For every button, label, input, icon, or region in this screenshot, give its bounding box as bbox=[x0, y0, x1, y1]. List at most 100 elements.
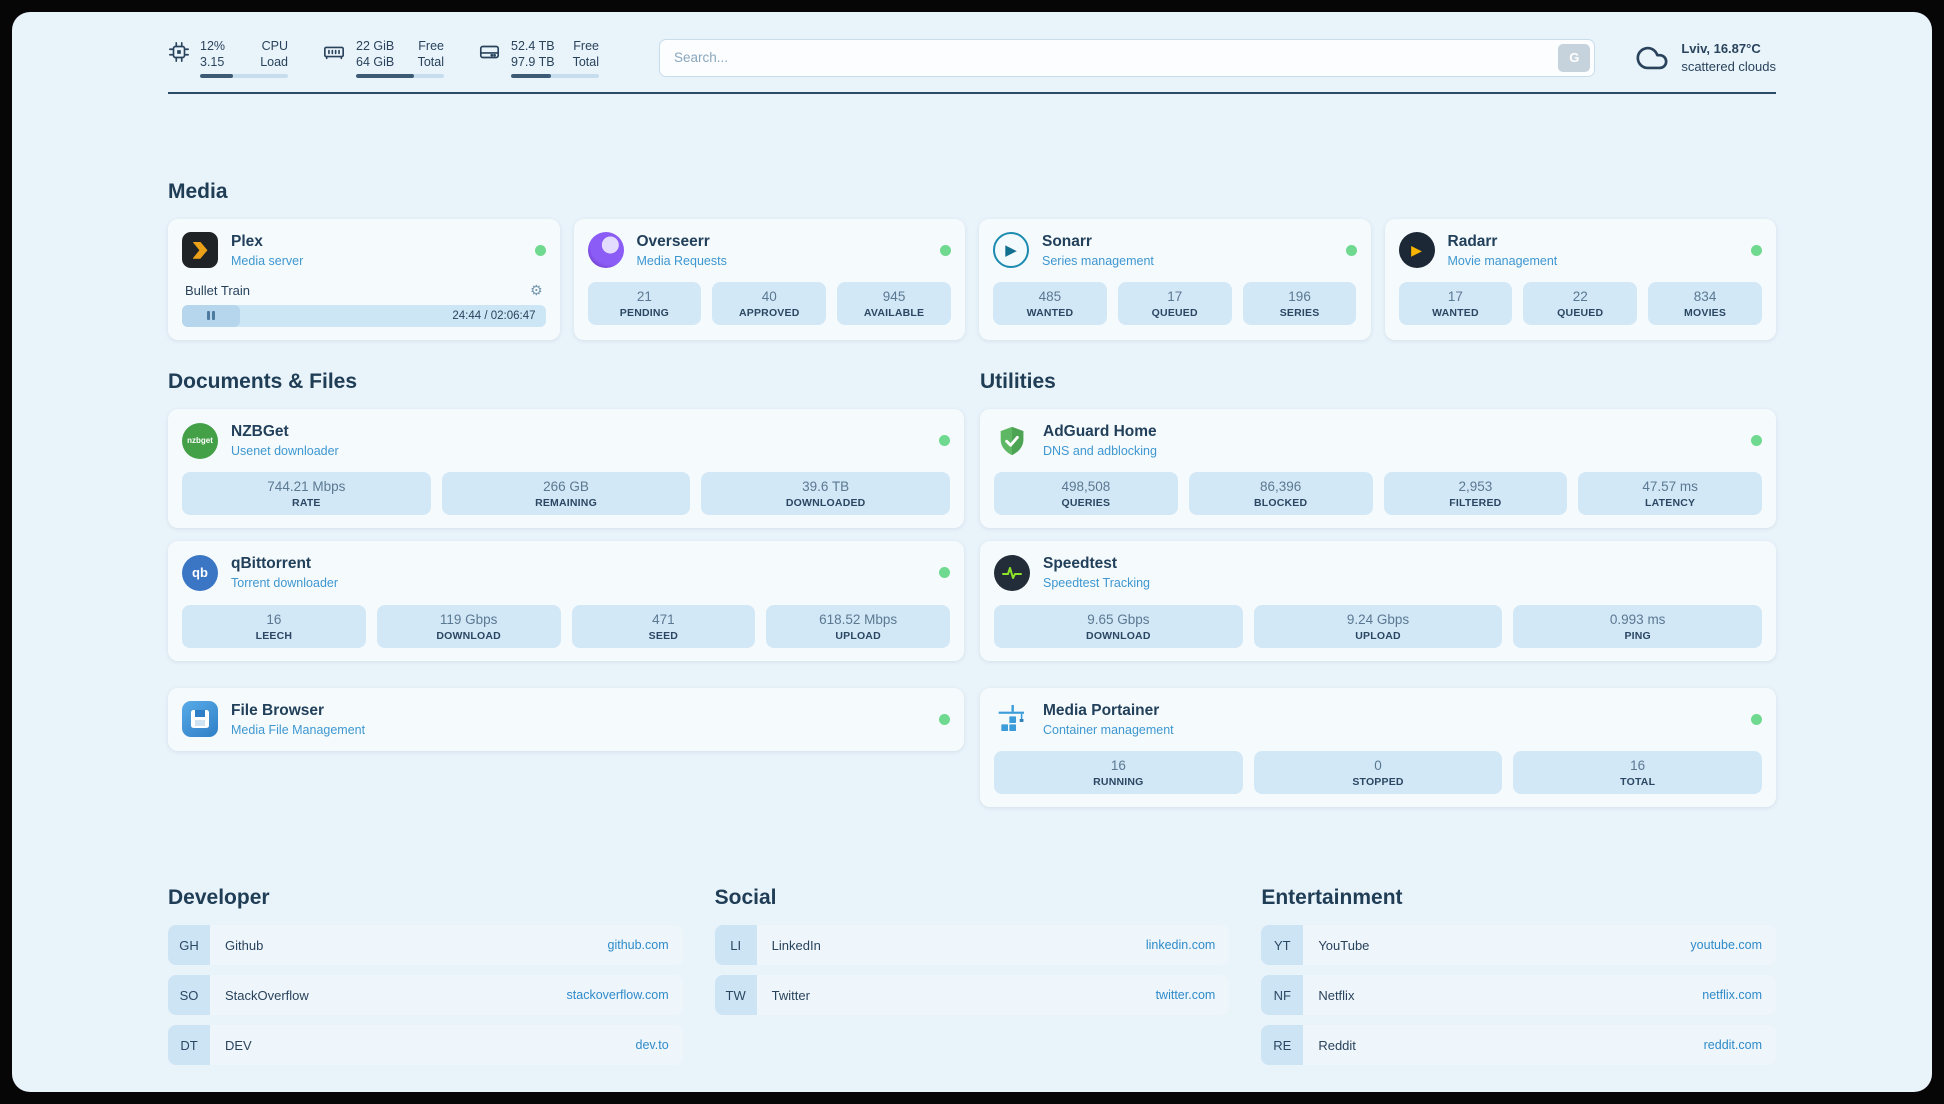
speedtest-link[interactable]: Speedtest Speedtest Tracking bbox=[994, 554, 1762, 591]
service-desc: Media server bbox=[231, 253, 304, 268]
stat-label: FILTERED bbox=[1449, 497, 1502, 510]
bookmark-linkedin[interactable]: LI LinkedIn linkedin.com bbox=[714, 925, 1230, 966]
stat-label: STOPPED bbox=[1352, 776, 1404, 789]
service-name: File Browser bbox=[231, 701, 325, 719]
stat-value: 266 GB bbox=[543, 479, 589, 495]
pause-button[interactable] bbox=[182, 304, 241, 327]
section-title-social: Social bbox=[714, 886, 777, 910]
bookmark-abbr: YT bbox=[1261, 925, 1304, 966]
stat-value: 618.52 Mbps bbox=[819, 611, 898, 627]
stat-box: 21 PENDING bbox=[587, 281, 702, 325]
service-desc: Movie management bbox=[1447, 253, 1558, 268]
service-name: NZBGet bbox=[231, 422, 289, 440]
stat-label: QUERIES bbox=[1061, 497, 1111, 510]
bookmark-abbr: NF bbox=[1261, 975, 1304, 1016]
bookmark-dev[interactable]: DT DEV dev.to bbox=[168, 1025, 683, 1066]
bookmark-twitter[interactable]: TW Twitter twitter.com bbox=[714, 975, 1230, 1016]
disk-free: 52.4 TB bbox=[511, 39, 555, 53]
cpu-progress-bar bbox=[200, 74, 288, 78]
bookmark-reddit[interactable]: RE Reddit reddit.com bbox=[1261, 1025, 1776, 1066]
stat-box: 16 TOTAL bbox=[1513, 751, 1763, 795]
service-name: Media Portainer bbox=[1043, 701, 1160, 719]
section-title-documents: Documents & Files bbox=[168, 369, 358, 393]
top-bar: 12% CPU 3.15 Load 22 GiB Free 64 GiB Total bbox=[168, 38, 1776, 78]
stat-value: 119 Gbps bbox=[439, 611, 498, 627]
stat-box: 834 MOVIES bbox=[1648, 281, 1762, 325]
bookmark-url: stackoverflow.com bbox=[566, 988, 669, 1003]
status-dot bbox=[1751, 435, 1762, 447]
radarr-icon: ▶ bbox=[1398, 232, 1435, 269]
service-desc: Media Requests bbox=[636, 253, 727, 268]
stat-box: 945 AVAILABLE bbox=[837, 281, 951, 325]
section-title-utilities: Utilities bbox=[980, 369, 1056, 393]
bookmark-stackoverflow[interactable]: SO StackOverflow stackoverflow.com bbox=[168, 975, 683, 1016]
service-desc: Speedtest Tracking bbox=[1043, 576, 1151, 591]
stat-value: 39.6 TB bbox=[802, 479, 850, 495]
cpu-load-label: Load bbox=[260, 55, 288, 69]
card-sonarr: ▶ Sonarr Series management 485 WANTED 17 Q… bbox=[979, 218, 1371, 340]
card-qbittorrent: qb qBittorrent Torrent downloader 16 LEEC… bbox=[168, 541, 964, 661]
stat-box: 485 WANTED bbox=[993, 281, 1107, 325]
bookmark-url: youtube.com bbox=[1690, 938, 1762, 953]
service-name: Speedtest bbox=[1043, 555, 1118, 573]
bookmark-github[interactable]: GH Github github.com bbox=[168, 925, 683, 966]
sonarr-link[interactable]: ▶ Sonarr Series management bbox=[993, 232, 1357, 269]
overseerr-icon bbox=[587, 232, 624, 269]
disk-total-label: Total bbox=[572, 55, 599, 69]
stat-label: RATE bbox=[292, 497, 321, 510]
stat-label: QUEUED bbox=[1557, 306, 1604, 319]
radarr-link[interactable]: ▶ Radarr Movie management bbox=[1398, 232, 1762, 269]
stat-box: 498,508 QUERIES bbox=[994, 472, 1178, 516]
adguard-link[interactable]: AdGuard Home DNS and adblocking bbox=[994, 422, 1762, 459]
nzbget-link[interactable]: nzbget NZBGet Usenet downloader bbox=[182, 422, 950, 459]
gear-icon[interactable]: ⚙ bbox=[529, 282, 543, 299]
service-desc: Torrent downloader bbox=[231, 576, 339, 591]
bookmark-url: twitter.com bbox=[1155, 988, 1216, 1003]
stat-value: 17 bbox=[1447, 288, 1463, 304]
service-desc: Usenet downloader bbox=[231, 444, 339, 459]
status-dot bbox=[939, 435, 950, 447]
bookmark-url: linkedin.com bbox=[1145, 938, 1216, 953]
bookmark-name: LinkedIn bbox=[771, 937, 821, 953]
memory-widget: 22 GiB Free 64 GiB Total bbox=[322, 38, 444, 78]
memory-total: 64 GiB bbox=[356, 55, 395, 69]
plex-link[interactable]: Plex Media server bbox=[182, 232, 546, 269]
bookmark-netflix[interactable]: NF Netflix netflix.com bbox=[1261, 975, 1776, 1016]
overseerr-link[interactable]: Overseerr Media Requests bbox=[587, 232, 951, 269]
service-desc: Series management bbox=[1042, 253, 1154, 268]
stat-box: 47.57 ms LATENCY bbox=[1578, 472, 1762, 516]
stat-box: 0 STOPPED bbox=[1253, 751, 1503, 795]
disk-progress-bar bbox=[511, 74, 599, 78]
bookmark-youtube[interactable]: YT YouTube youtube.com bbox=[1261, 925, 1776, 966]
stat-value: 0 bbox=[1374, 758, 1382, 774]
stat-box: 119 Gbps DOWNLOAD bbox=[376, 604, 561, 648]
bookmark-name: Twitter bbox=[771, 987, 810, 1003]
service-desc: Container management bbox=[1043, 722, 1174, 737]
header-divider bbox=[168, 91, 1776, 94]
stat-box: 16 RUNNING bbox=[994, 751, 1243, 795]
stat-label: QUEUED bbox=[1151, 306, 1198, 319]
stat-value: 498,508 bbox=[1061, 479, 1111, 495]
search-input[interactable] bbox=[659, 38, 1596, 77]
weather-location: Lviv, 16.87°C bbox=[1681, 41, 1761, 57]
bookmark-name: DEV bbox=[225, 1037, 252, 1053]
stat-label: RUNNING bbox=[1093, 776, 1144, 789]
search-engine-button[interactable]: G bbox=[1558, 43, 1591, 72]
ram-icon bbox=[322, 41, 346, 68]
service-name: AdGuard Home bbox=[1043, 422, 1157, 440]
hard-drive-icon bbox=[478, 41, 501, 68]
stat-box: 266 GB REMAINING bbox=[441, 472, 691, 516]
portainer-link[interactable]: Media Portainer Container management bbox=[994, 701, 1762, 738]
card-nzbget: nzbget NZBGet Usenet downloader 744.21 M… bbox=[168, 408, 964, 529]
service-name: Plex bbox=[231, 232, 263, 250]
filebrowser-link[interactable]: File Browser Media File Management bbox=[182, 701, 950, 738]
bookmark-abbr: LI bbox=[714, 925, 757, 966]
playback-progress-bar[interactable]: 24:44 / 02:06:47 bbox=[182, 304, 546, 327]
service-name: Radarr bbox=[1447, 232, 1498, 250]
service-name: Overseerr bbox=[636, 232, 710, 250]
status-dot bbox=[1751, 244, 1762, 256]
qbittorrent-link[interactable]: qb qBittorrent Torrent downloader bbox=[182, 554, 950, 591]
bookmark-abbr: RE bbox=[1261, 1025, 1304, 1066]
disk-widget: 52.4 TB Free 97.9 TB Total bbox=[478, 38, 599, 78]
cloud-icon bbox=[1635, 41, 1669, 75]
